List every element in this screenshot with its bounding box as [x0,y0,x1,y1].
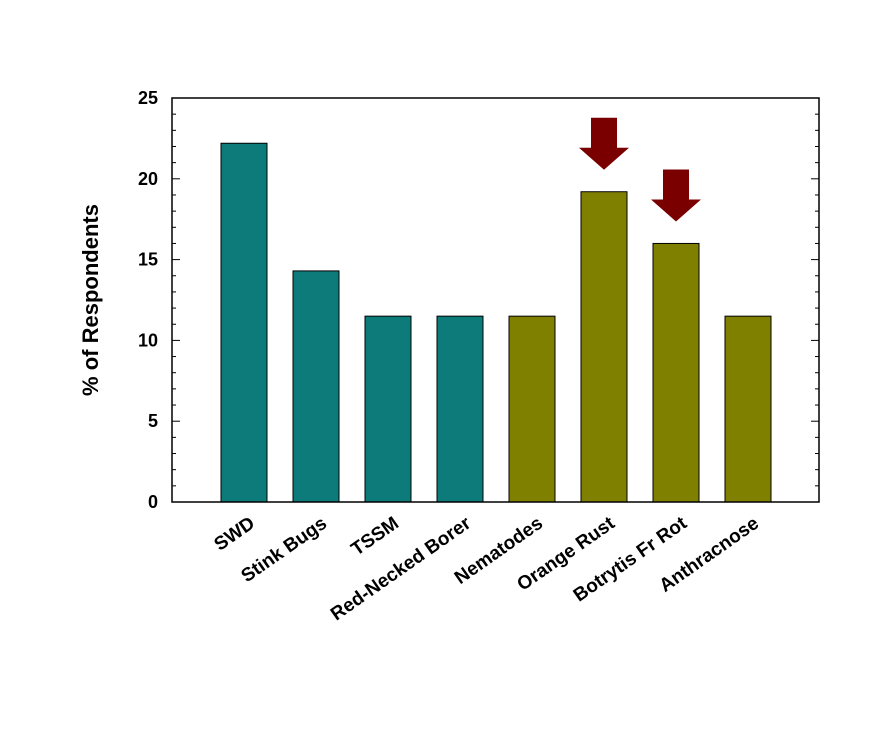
bar [292,270,340,503]
y-axis-title: % of Respondents [78,204,103,396]
down-arrow-icon [579,117,629,170]
y-tick-label: 0 [148,492,158,512]
bar [508,315,556,503]
x-tick-label: SWD [211,513,259,556]
y-axis: 0 5 10 15 20 25 [138,88,819,512]
plot-frame [171,97,820,503]
bar [220,142,268,503]
bar [364,315,412,503]
y-tick-label: 25 [138,88,158,108]
y-tick-label: 20 [138,169,158,189]
y-tick-label: 5 [148,411,158,431]
bar [724,315,772,503]
bar [436,315,484,503]
x-tick-label: TSSM [348,513,403,560]
bars-layer [220,142,772,503]
y-tick-label: 10 [138,330,158,350]
bar [652,242,700,503]
down-arrow-icon [651,169,701,222]
bar [580,191,628,503]
highlight-arrows-layer [579,117,701,222]
y-tick-label: 15 [138,250,158,270]
